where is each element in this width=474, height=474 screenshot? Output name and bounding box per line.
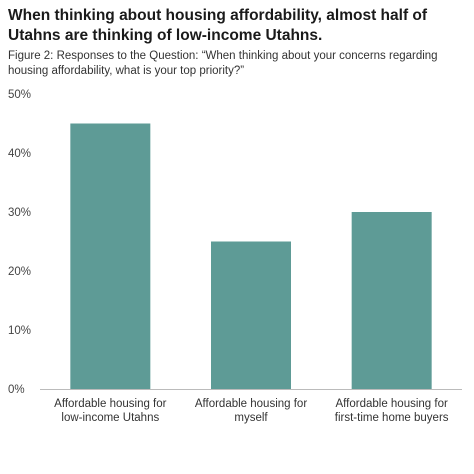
- bar: [211, 241, 291, 389]
- chart-subtitle: Figure 2: Responses to the Question: “Wh…: [8, 50, 438, 77]
- x-tick-label: Affordable housing for: [54, 398, 166, 410]
- y-tick-label: 30%: [8, 207, 31, 219]
- bar: [351, 212, 432, 389]
- y-tick-label: 40%: [8, 148, 31, 160]
- y-tick-label: 10%: [8, 325, 31, 337]
- chart-title: When thinking about housing affordabilit…: [8, 7, 428, 44]
- bar: [70, 123, 151, 389]
- y-tick-label: 0%: [8, 384, 25, 396]
- y-tick-label: 20%: [8, 266, 31, 278]
- x-tick-label: myself: [234, 412, 268, 424]
- x-tick-label: Affordable housing for: [336, 398, 448, 410]
- x-tick-label: first-time home buyers: [335, 412, 449, 424]
- x-tick-label: low-income Utahns: [61, 412, 159, 424]
- x-tick-label: Affordable housing for: [195, 398, 307, 410]
- y-tick-label: 50%: [8, 89, 31, 101]
